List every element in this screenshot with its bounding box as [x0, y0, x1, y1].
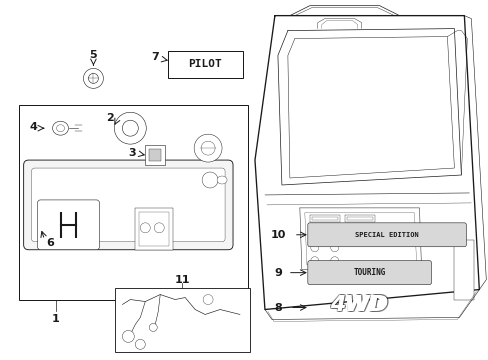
Circle shape: [122, 120, 138, 136]
Circle shape: [122, 330, 134, 342]
FancyBboxPatch shape: [32, 168, 224, 242]
Text: TOURING: TOURING: [353, 268, 385, 277]
Circle shape: [203, 294, 213, 305]
Circle shape: [330, 244, 338, 252]
Text: 3: 3: [128, 148, 136, 158]
Text: 4WD: 4WD: [328, 293, 386, 314]
Text: 10: 10: [270, 230, 285, 240]
Text: 4WD: 4WD: [329, 296, 387, 315]
Circle shape: [310, 231, 318, 239]
Text: PILOT: PILOT: [188, 59, 222, 69]
FancyBboxPatch shape: [38, 200, 99, 250]
Text: 4WD: 4WD: [329, 294, 387, 315]
Text: 4WD: 4WD: [329, 294, 384, 315]
FancyBboxPatch shape: [23, 160, 233, 250]
Text: 6: 6: [46, 238, 54, 248]
Ellipse shape: [57, 125, 64, 132]
Text: 11: 11: [174, 275, 189, 285]
Text: 1: 1: [52, 314, 59, 324]
Circle shape: [154, 223, 164, 233]
FancyBboxPatch shape: [307, 223, 466, 247]
Circle shape: [310, 244, 318, 252]
Text: 4WD: 4WD: [329, 293, 387, 314]
Bar: [19, 105, 247, 300]
Text: 9: 9: [273, 267, 281, 278]
Text: 4: 4: [30, 122, 38, 132]
Circle shape: [310, 257, 318, 265]
Circle shape: [135, 339, 145, 349]
Circle shape: [149, 323, 157, 332]
Bar: [453, 240, 473, 300]
Bar: [149, 149, 161, 161]
Bar: [145, 145, 165, 165]
FancyBboxPatch shape: [307, 261, 430, 285]
Bar: [135, 208, 173, 250]
Ellipse shape: [217, 176, 226, 184]
Bar: [168, 50, 243, 78]
Bar: [139, 212, 169, 246]
Text: 4WD: 4WD: [330, 294, 388, 315]
Bar: [115, 288, 249, 352]
Circle shape: [140, 223, 150, 233]
Text: SPECIAL EDITION: SPECIAL EDITION: [354, 232, 418, 238]
Circle shape: [114, 112, 146, 144]
Text: 4WD: 4WD: [330, 296, 388, 315]
Circle shape: [202, 172, 218, 188]
Ellipse shape: [52, 121, 68, 135]
Text: 4WD: 4WD: [330, 293, 388, 314]
Circle shape: [194, 134, 222, 162]
Text: 4WD: 4WD: [328, 296, 386, 315]
Circle shape: [201, 141, 215, 155]
Circle shape: [83, 68, 103, 88]
Circle shape: [330, 231, 338, 239]
Circle shape: [88, 73, 98, 84]
Text: 2: 2: [106, 113, 114, 123]
Text: 4WD: 4WD: [328, 294, 386, 315]
Circle shape: [330, 257, 338, 265]
Text: 4WD: 4WD: [329, 294, 387, 315]
Text: 5: 5: [89, 50, 97, 60]
Text: 8: 8: [273, 302, 281, 312]
Text: 7: 7: [151, 53, 159, 63]
